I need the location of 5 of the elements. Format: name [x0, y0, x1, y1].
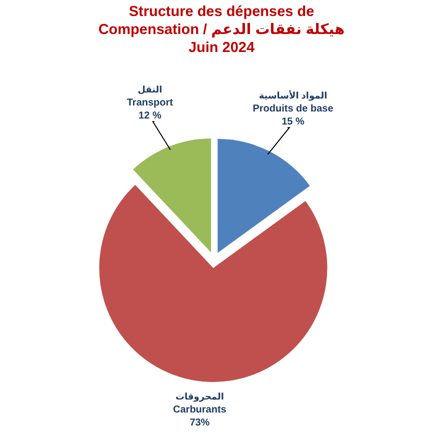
data-label: 73%: [190, 417, 210, 428]
chart-subtitle: Juin 2024: [188, 39, 255, 57]
data-label: 15 %: [282, 116, 304, 128]
data-label: 12 %: [138, 110, 162, 122]
chart-title: Structure des dépenses de Compensation / هيكلة نفقات الدعم: [97, 3, 346, 39]
